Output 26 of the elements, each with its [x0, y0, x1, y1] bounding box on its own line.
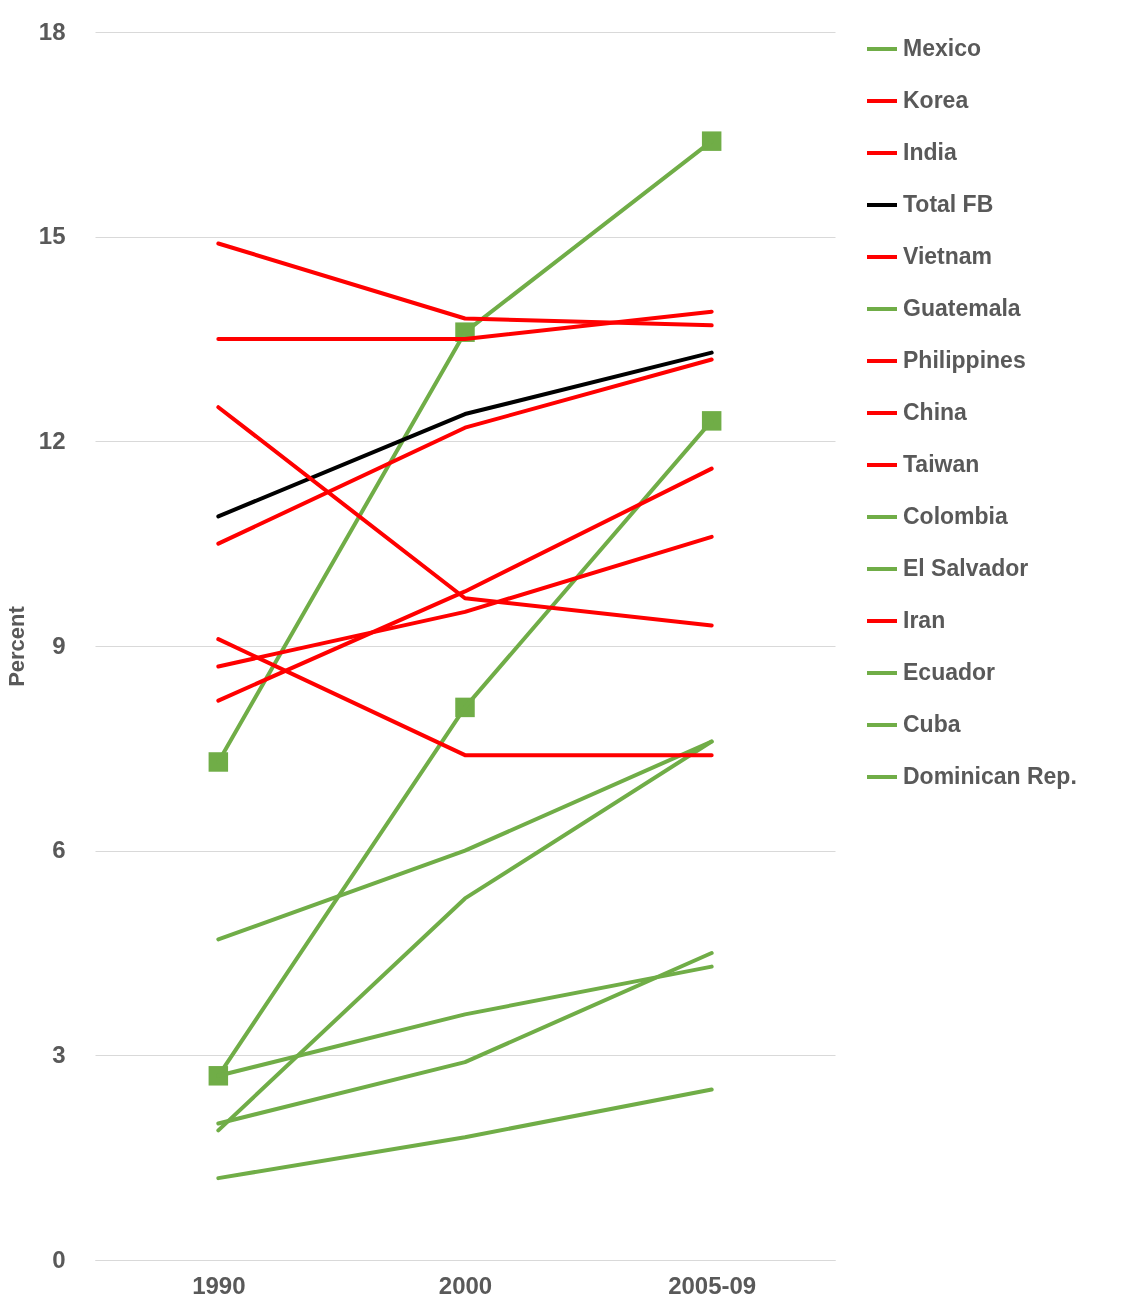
y-tick-label: 0	[52, 1245, 66, 1273]
legend-label: Dominican Rep.	[903, 763, 1077, 789]
y-tick-label: 6	[52, 836, 66, 864]
legend-label: El Salvador	[903, 555, 1029, 581]
legend-label: Philippines	[903, 347, 1026, 373]
x-tick-label: 1990	[192, 1271, 246, 1299]
legend-label: Total FB	[903, 191, 994, 217]
legend-label: Vietnam	[903, 243, 993, 269]
x-tick-label: 2000	[438, 1271, 493, 1299]
legend-label: Cuba	[903, 711, 961, 737]
legend-label: China	[903, 399, 968, 425]
x-tick-label: 2005-09	[668, 1271, 757, 1299]
legend-label: Iran	[903, 607, 946, 633]
y-tick-label: 3	[52, 1040, 66, 1068]
y-tick-label: 18	[38, 17, 66, 45]
y-tick-label: 12	[38, 426, 66, 454]
y-tick-label: 15	[38, 222, 66, 250]
y-axis-title: Percent	[3, 605, 29, 687]
legend-label: Guatemala	[903, 295, 1021, 321]
legend-label: Ecuador	[903, 659, 996, 685]
legend-label: Mexico	[903, 35, 981, 61]
legend-label: Colombia	[903, 503, 1008, 529]
legend-label: India	[903, 139, 957, 165]
legend-label: Korea	[903, 87, 969, 113]
legend-label: Taiwan	[903, 451, 980, 477]
y-tick-label: 9	[52, 631, 66, 659]
